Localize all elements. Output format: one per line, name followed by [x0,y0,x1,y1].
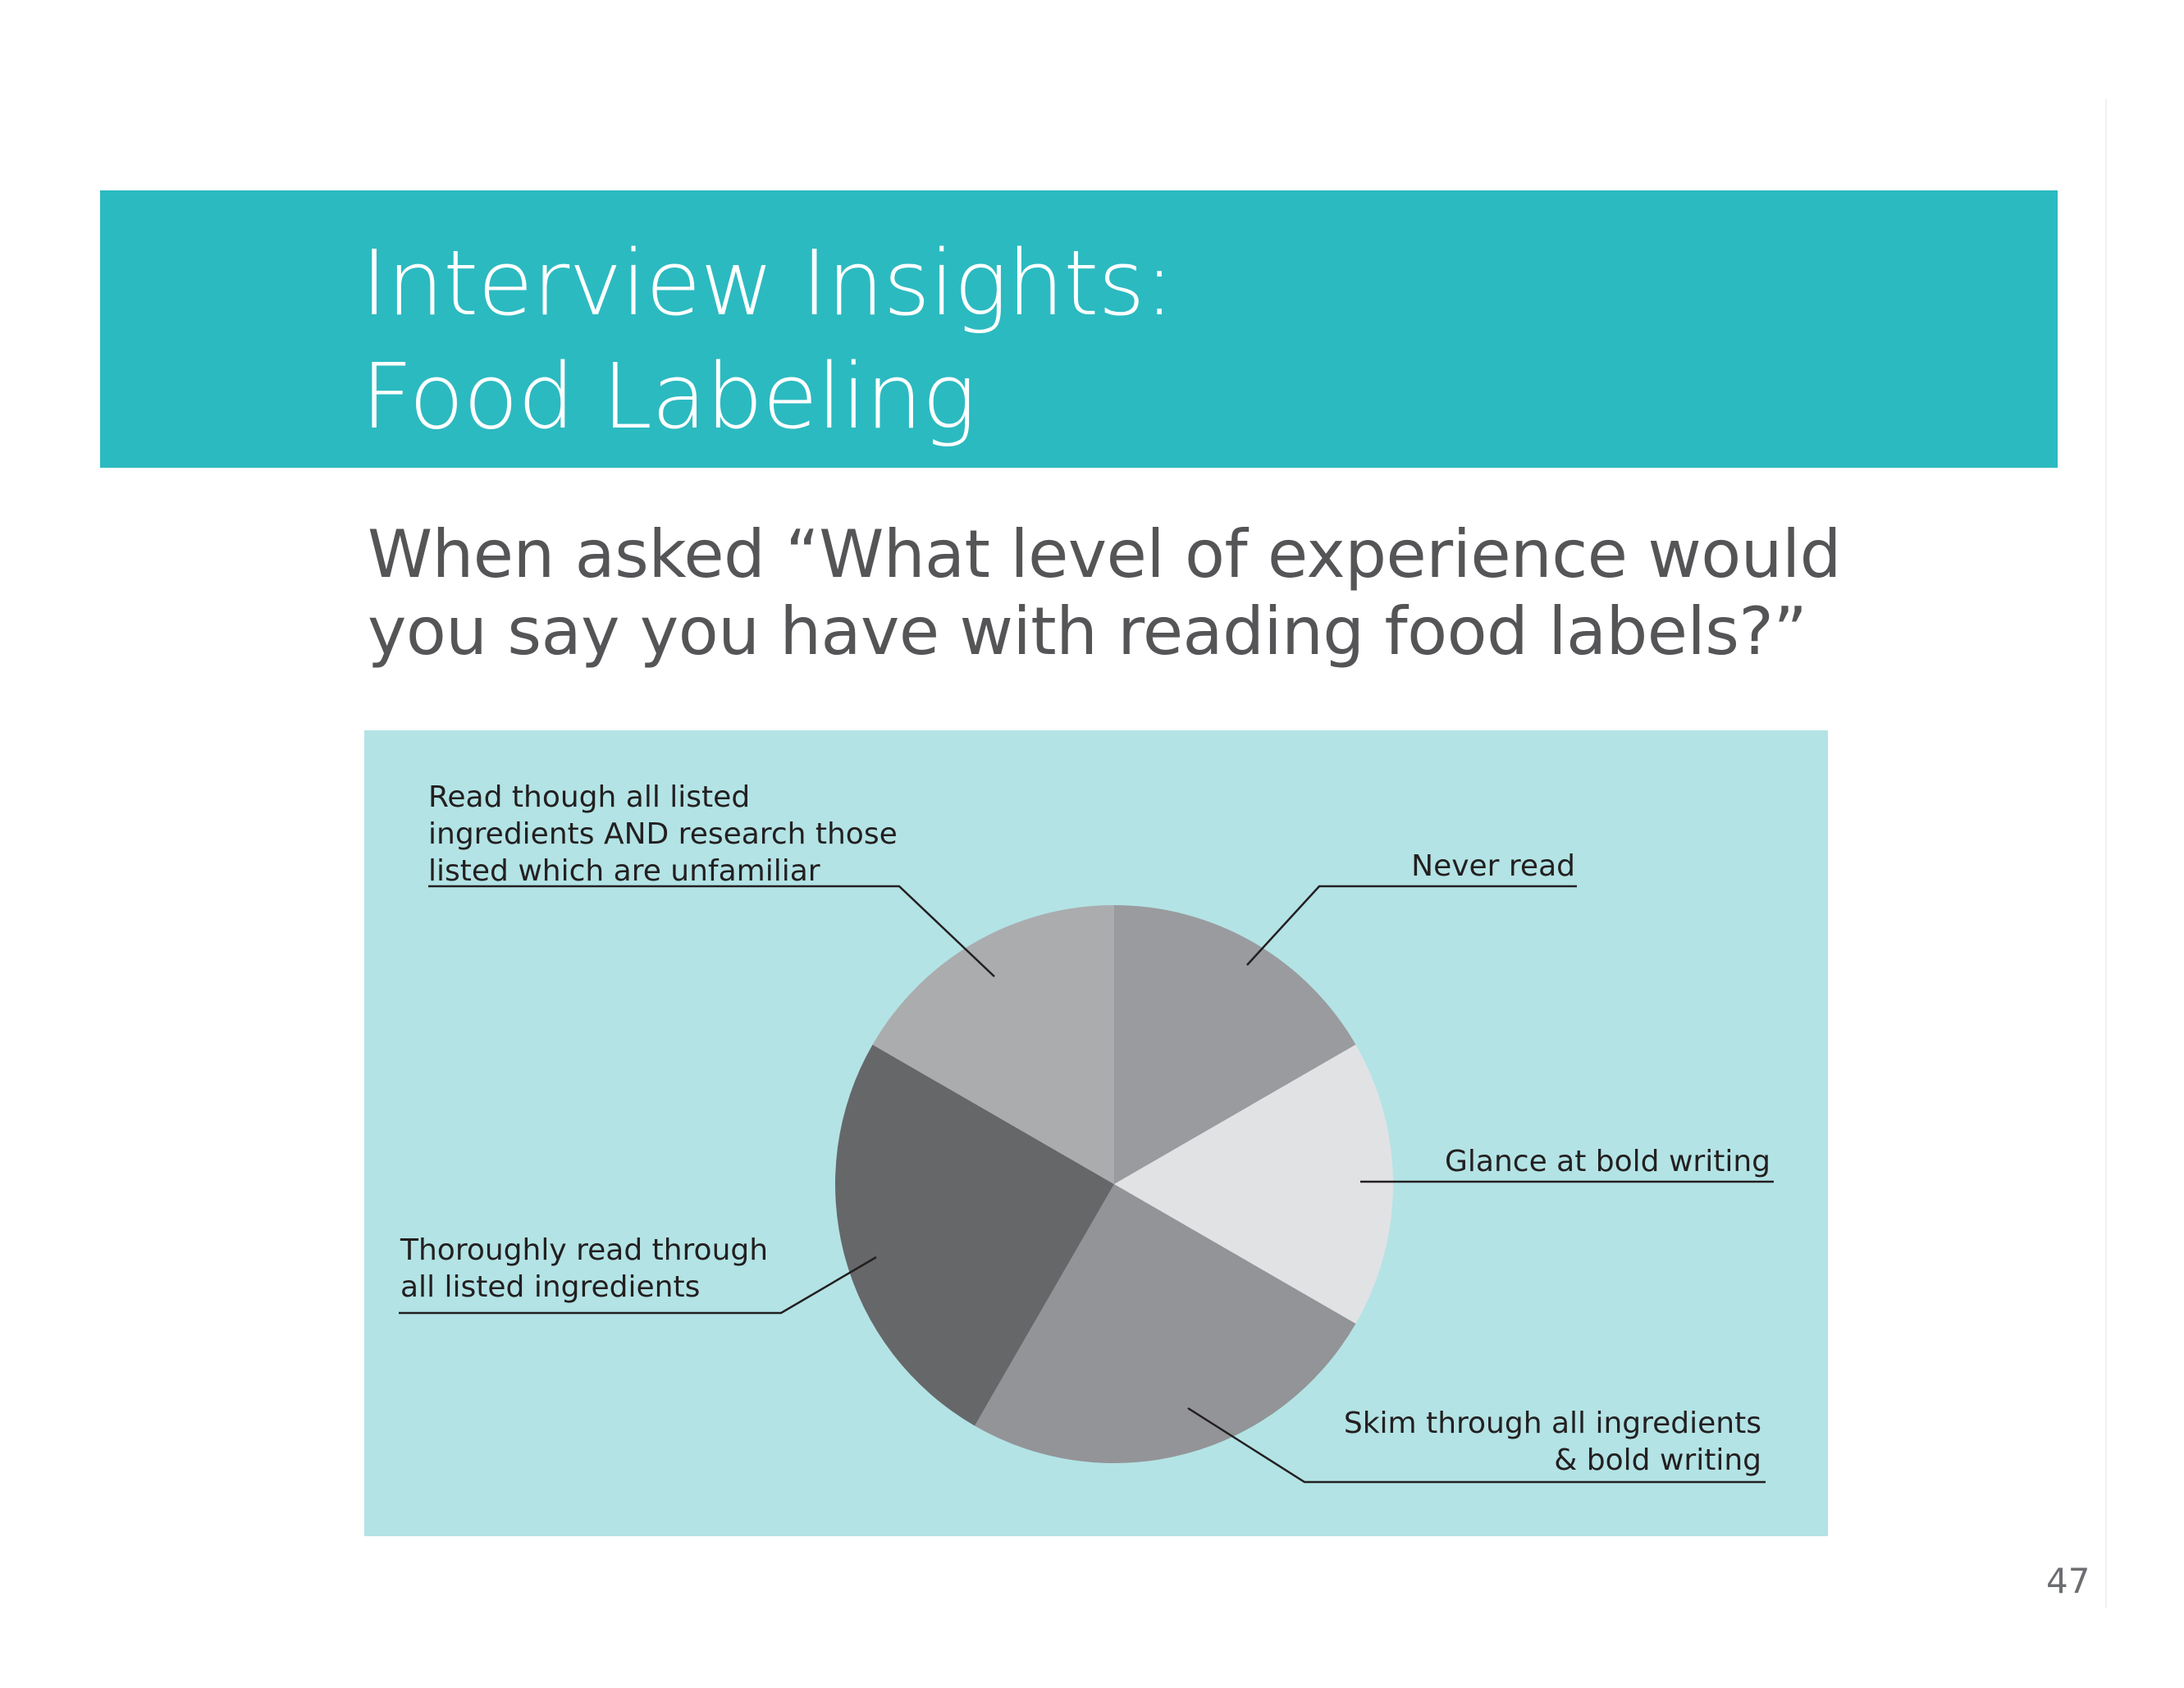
slice-label-1: Never read [1411,849,1575,883]
pie-slice-1 [1114,905,1356,1184]
slide-title-line-2: Food Labeling [361,344,976,449]
slice-label-5-line-2: ingredients AND research those [428,817,898,851]
question-line-1: When asked “What level of experience wou… [368,516,1841,592]
slice-label-5: Read though all listed ingredients AND re… [428,780,898,888]
page-number: 47 [2046,1561,2090,1601]
slice-label-4-line-2: all listed ingredients [400,1270,700,1304]
slice-label-3: Skim through all ingredients & bold writi… [1344,1407,1761,1477]
slice-label-2: Glance at bold writing [1445,1145,1771,1178]
pie-slice-4 [834,1045,1114,1426]
pie-slice-3 [975,1184,1356,1464]
slice-labels: Never read Glance at bold writing Skim thr… [400,780,1771,1477]
pie-slices [834,905,1394,1464]
slice-label-5-line-1: Read though all listed [428,780,750,814]
leader-line-1 [1246,885,1577,966]
slice-label-1-line-1: Never read [1411,849,1575,883]
question-line-2: you say you have with reading food label… [368,593,1807,670]
leader-lines [399,885,1774,1484]
title-band [100,190,2058,468]
slice-label-2-line-1: Glance at bold writing [1445,1145,1771,1178]
slice-label-3-line-2: & bold writing [1554,1443,1761,1477]
leader-line-5 [428,885,995,977]
page-edge-rule [2105,98,2107,1608]
slice-label-5-line-3: listed which are unfamiliar [428,854,820,888]
leader-line-3 [1187,1407,1766,1484]
slide-title-line-1: Interview Insights: [361,231,1175,336]
leader-line-4 [399,1256,877,1315]
pie-slice-5 [872,905,1114,1184]
slice-label-4: Thoroughly read through all listed ingred… [400,1233,768,1304]
slice-label-4-line-1: Thoroughly read through [400,1233,768,1267]
slice-label-3-line-1: Skim through all ingredients [1344,1407,1761,1440]
pie-slice-2 [1114,1045,1394,1324]
